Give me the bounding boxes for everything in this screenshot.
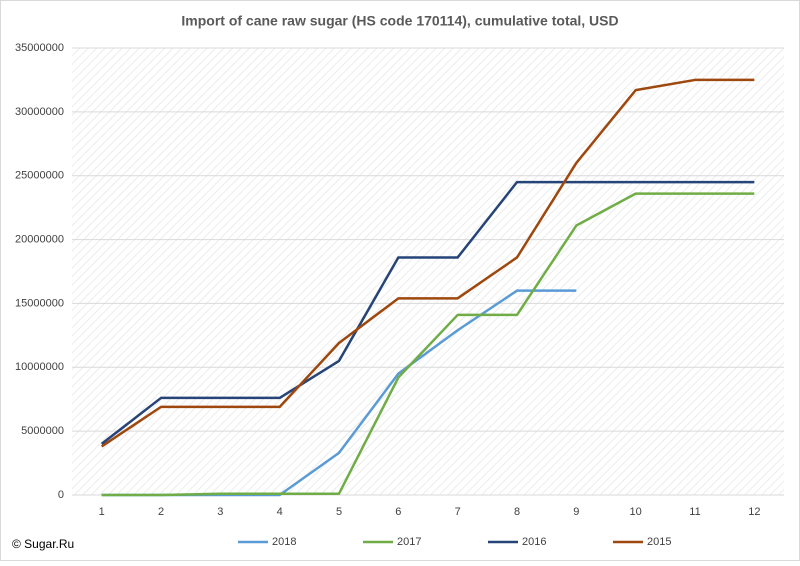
y-tick-label: 20000000	[15, 233, 64, 245]
x-tick-label: 7	[455, 506, 461, 518]
y-tick-label: 0	[58, 489, 64, 501]
y-tick-label: 10000000	[15, 361, 64, 373]
x-tick-label: 5	[336, 506, 342, 518]
x-tick-label: 4	[277, 506, 283, 518]
credit: © Sugar.Ru	[12, 537, 74, 551]
x-tick-label: 12	[748, 506, 760, 518]
legend-label: 2018	[272, 536, 296, 548]
legend-label: 2016	[522, 536, 546, 548]
x-tick-label: 6	[395, 506, 401, 518]
series-line	[100, 78, 755, 448]
series-line	[100, 180, 755, 445]
y-tick-label: 30000000	[15, 106, 64, 118]
x-tick-label: 11	[689, 506, 700, 518]
y-tick-label: 15000000	[15, 297, 64, 309]
x-tick-label: 10	[630, 506, 642, 518]
x-tick-label: 1	[99, 506, 105, 518]
legend-label: 2015	[647, 536, 671, 548]
y-tick-label: 5000000	[21, 425, 64, 437]
chart-title: Import of cane raw sugar (HS code 170114…	[181, 13, 618, 29]
y-tick-label: 25000000	[15, 170, 64, 182]
series-line	[101, 192, 755, 497]
y-tick-label: 35000000	[15, 42, 64, 54]
x-tick-label: 9	[573, 506, 579, 518]
x-tick-label: 3	[217, 506, 223, 518]
plot-background	[72, 48, 784, 495]
legend-label: 2017	[397, 536, 421, 548]
x-tick-label: 8	[514, 506, 520, 518]
x-tick-label: 2	[158, 506, 164, 518]
